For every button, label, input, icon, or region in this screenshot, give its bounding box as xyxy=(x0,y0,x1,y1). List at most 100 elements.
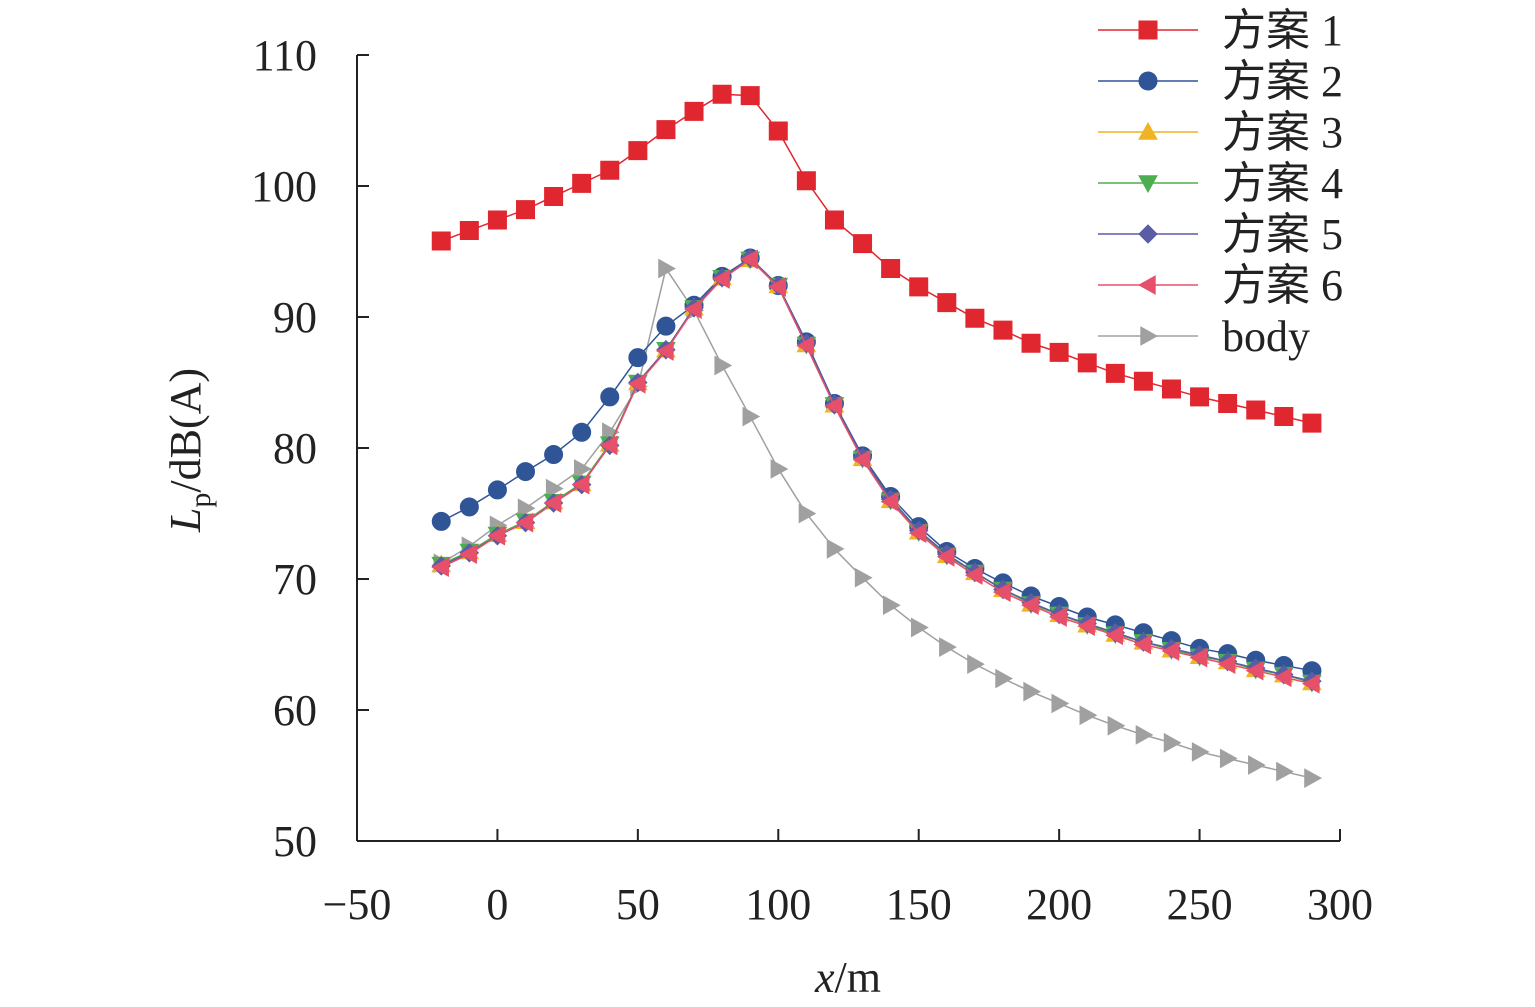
data-point xyxy=(1301,673,1320,694)
data-point xyxy=(1274,407,1294,427)
legend-marker xyxy=(1138,175,1158,194)
data-point xyxy=(1023,681,1042,702)
data-point xyxy=(655,341,674,361)
legend-label: 方案 5 xyxy=(1222,210,1343,259)
data-point xyxy=(768,121,788,141)
series-2 xyxy=(431,248,1322,681)
data-point xyxy=(1161,641,1180,661)
series-4 xyxy=(431,251,1322,693)
y-tick-label: 110 xyxy=(253,31,317,80)
legend-item: 方案 1 xyxy=(1098,6,1343,55)
data-point xyxy=(1191,742,1210,762)
data-point xyxy=(993,320,1013,340)
data-point xyxy=(853,234,873,254)
data-point xyxy=(1217,654,1236,674)
data-point xyxy=(740,86,760,106)
data-point xyxy=(656,316,676,336)
data-point xyxy=(967,654,985,674)
legend-item: 方案 3 xyxy=(1098,108,1343,157)
data-point xyxy=(545,478,564,499)
data-point xyxy=(796,171,816,191)
data-point xyxy=(459,497,479,517)
data-point xyxy=(658,258,676,279)
data-point xyxy=(573,459,592,479)
x-tick-label: 50 xyxy=(616,880,660,929)
data-point xyxy=(516,200,536,220)
data-point xyxy=(431,231,451,251)
x-tick-label: 200 xyxy=(1026,880,1092,929)
data-point xyxy=(1218,393,1238,413)
data-point xyxy=(599,435,618,456)
data-point xyxy=(628,348,648,368)
data-point xyxy=(995,668,1014,689)
data-point xyxy=(937,293,957,313)
data-point xyxy=(1246,400,1266,420)
data-point xyxy=(515,512,534,533)
data-point xyxy=(1163,732,1182,753)
x-tick-label: −50 xyxy=(323,880,392,929)
legend-item: body xyxy=(1098,312,1310,361)
data-point xyxy=(431,511,451,531)
series-line xyxy=(440,258,1313,685)
data-point xyxy=(543,493,562,513)
data-point xyxy=(572,422,592,442)
data-point xyxy=(1051,693,1070,714)
series-7 xyxy=(433,258,1322,788)
series-line xyxy=(440,258,1313,684)
legend-item: 方案 4 xyxy=(1098,159,1343,208)
legend-item: 方案 6 xyxy=(1098,261,1343,310)
legend-marker xyxy=(1140,326,1159,346)
data-point xyxy=(459,544,478,564)
data-point xyxy=(1135,725,1154,745)
data-point xyxy=(1049,607,1067,627)
data-point xyxy=(798,503,817,524)
data-point xyxy=(1190,387,1210,407)
data-point xyxy=(459,221,479,241)
y-tick-label: 80 xyxy=(273,424,317,473)
series-line xyxy=(440,257,1313,672)
data-point xyxy=(487,480,507,500)
legend-label: 方案 6 xyxy=(1222,261,1343,310)
series-6 xyxy=(431,249,1320,694)
legend-label: 方案 4 xyxy=(1222,159,1343,208)
data-point xyxy=(1077,353,1097,373)
legend-label: body xyxy=(1222,312,1310,361)
data-point xyxy=(516,462,536,482)
legend-label: 方案 1 xyxy=(1222,6,1343,55)
data-point xyxy=(1077,616,1095,637)
y-axis-label: Lp/dB(A) xyxy=(161,368,217,533)
data-point xyxy=(1021,595,1039,616)
plot-area xyxy=(431,84,1322,788)
data-point xyxy=(939,637,957,657)
data-point xyxy=(1021,333,1041,353)
data-point xyxy=(824,396,843,416)
legend-marker xyxy=(1138,121,1158,140)
data-point xyxy=(852,449,871,470)
data-point xyxy=(684,101,704,121)
data-point xyxy=(796,335,815,356)
series-1 xyxy=(431,84,1322,433)
series-5 xyxy=(431,248,1322,691)
series-line xyxy=(440,258,1313,684)
series-line xyxy=(440,93,1313,424)
series-line xyxy=(440,257,1313,682)
data-point xyxy=(908,523,927,543)
data-point xyxy=(1107,715,1126,736)
data-point xyxy=(1302,413,1322,433)
data-point xyxy=(627,373,646,394)
data-point xyxy=(1105,363,1125,383)
data-point xyxy=(1133,371,1153,391)
data-point xyxy=(882,595,901,616)
data-point xyxy=(1133,634,1152,655)
x-tick-label: 250 xyxy=(1167,880,1233,929)
data-point xyxy=(544,445,564,465)
data-point xyxy=(740,249,758,270)
data-point xyxy=(600,387,620,407)
data-point xyxy=(487,525,506,546)
data-point xyxy=(964,565,983,585)
data-point xyxy=(880,491,899,512)
data-point xyxy=(824,210,844,230)
legend-marker xyxy=(1137,275,1156,295)
